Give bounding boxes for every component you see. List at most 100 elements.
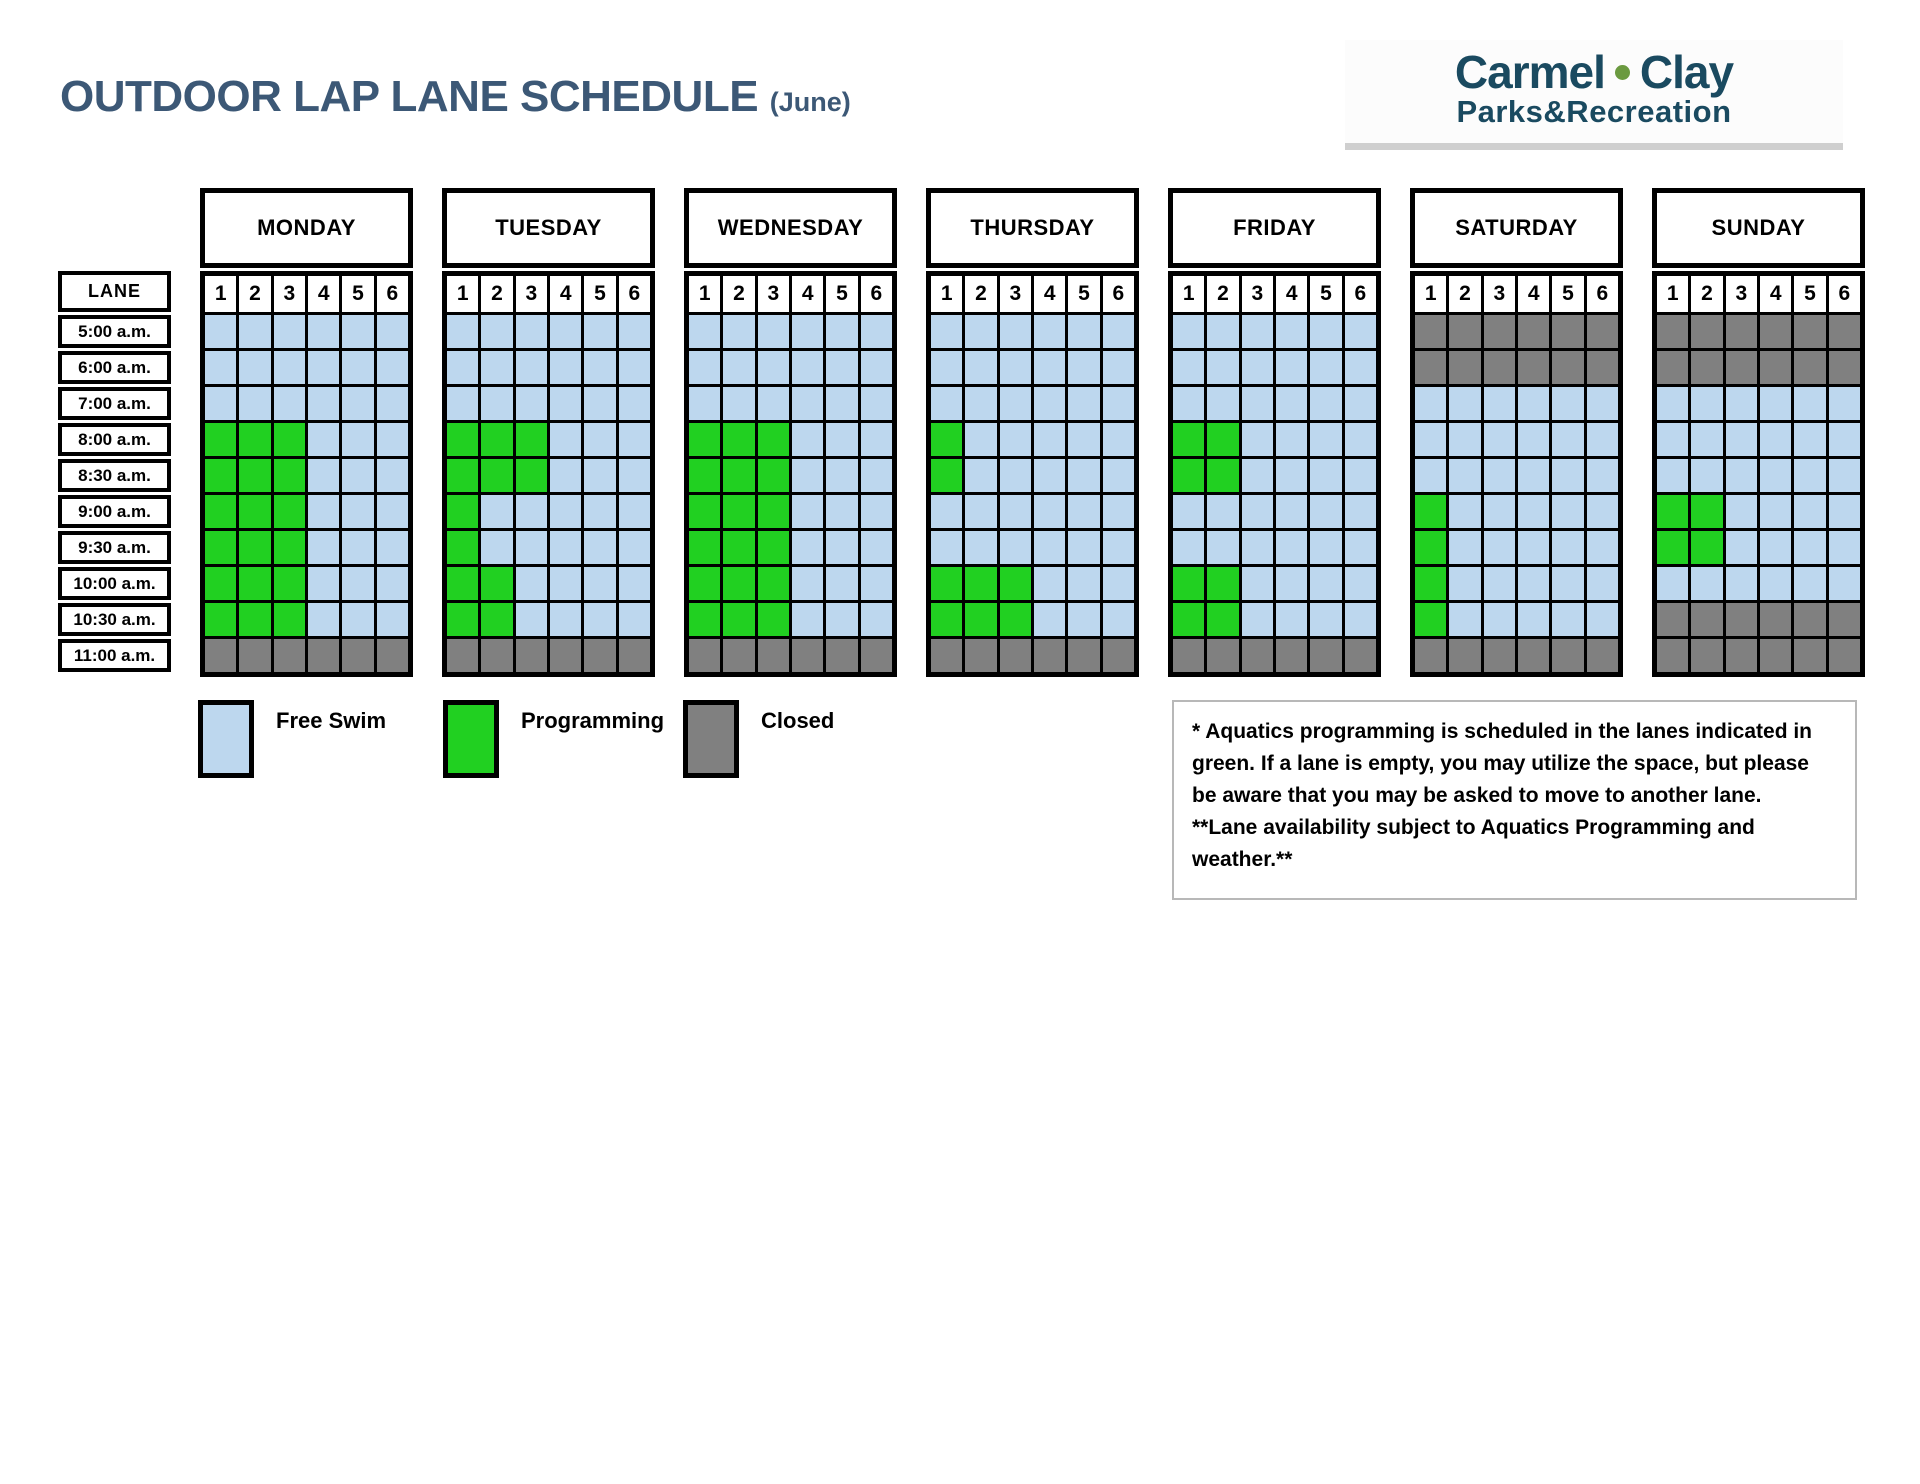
schedule-cell	[1102, 459, 1134, 492]
schedule-cell	[481, 639, 513, 672]
schedule-cell	[376, 387, 408, 420]
lane-number-2: 2	[239, 276, 271, 312]
schedule-cell	[1794, 387, 1826, 420]
schedule-cell	[999, 567, 1031, 600]
schedule-cell	[618, 603, 650, 636]
schedule-cell	[308, 639, 340, 672]
schedule-cell	[860, 459, 892, 492]
schedule-cell	[1068, 495, 1100, 528]
schedule-cell	[689, 531, 721, 564]
schedule-cell	[1794, 603, 1826, 636]
schedule-cell	[618, 351, 650, 384]
schedule-cell	[965, 351, 997, 384]
schedule-cell	[618, 387, 650, 420]
schedule-cell	[550, 351, 582, 384]
schedule-cell	[1207, 423, 1239, 456]
schedule-cell	[584, 351, 616, 384]
lane-number-4: 4	[1518, 276, 1550, 312]
lane-number-5: 5	[826, 276, 858, 312]
schedule-cell	[1241, 639, 1273, 672]
schedule-cell	[1518, 351, 1550, 384]
schedule-cell	[1034, 567, 1066, 600]
schedule-cell	[1241, 495, 1273, 528]
schedule-cell	[447, 495, 479, 528]
schedule-cell	[515, 387, 547, 420]
schedule-cell	[1241, 387, 1273, 420]
legend-item-closed: Closed	[683, 700, 834, 778]
schedule-cell	[308, 531, 340, 564]
lane-number-3: 3	[999, 276, 1031, 312]
schedule-cell	[689, 639, 721, 672]
legend-swatch-C	[683, 700, 739, 778]
schedule-cell	[550, 567, 582, 600]
schedule-cell	[1691, 567, 1723, 600]
schedule-cell	[1068, 387, 1100, 420]
schedule-cell	[1794, 531, 1826, 564]
schedule-cell	[308, 351, 340, 384]
schedule-cell	[1483, 315, 1515, 348]
schedule-cell	[1449, 459, 1481, 492]
schedule-cell	[999, 603, 1031, 636]
schedule-cell	[1518, 603, 1550, 636]
schedule-cell	[1207, 387, 1239, 420]
schedule-cell	[1760, 351, 1792, 384]
schedule-cell	[481, 315, 513, 348]
time-label-8: 10:30 a.m.	[58, 603, 171, 636]
schedule-cell	[1725, 639, 1757, 672]
schedule-cell	[1552, 567, 1584, 600]
schedule-cell	[1586, 351, 1618, 384]
schedule-cell	[239, 495, 271, 528]
schedule-cell	[376, 567, 408, 600]
schedule-cell	[1483, 603, 1515, 636]
schedule-cell	[757, 387, 789, 420]
schedule-cell	[1034, 531, 1066, 564]
schedule-cell	[931, 459, 963, 492]
schedule-cell	[447, 603, 479, 636]
schedule-cell	[205, 351, 237, 384]
schedule-cell	[1691, 315, 1723, 348]
schedule-cell	[1068, 423, 1100, 456]
schedule-cell	[1691, 495, 1723, 528]
schedule-cell	[273, 315, 305, 348]
schedule-cell	[1241, 351, 1273, 384]
schedule-cell	[1310, 387, 1342, 420]
schedule-cell	[515, 603, 547, 636]
schedule-cell	[792, 459, 824, 492]
schedule-cell	[1760, 495, 1792, 528]
lane-number-6: 6	[376, 276, 408, 312]
schedule-cell	[1760, 567, 1792, 600]
note-line-1: * Aquatics programming is scheduled in t…	[1192, 720, 1813, 807]
schedule-cell	[931, 387, 963, 420]
schedule-cell	[1102, 639, 1134, 672]
schedule-cell	[618, 531, 650, 564]
schedule-cell	[239, 423, 271, 456]
schedule-cell	[584, 639, 616, 672]
schedule-cell	[1794, 351, 1826, 384]
schedule-cell	[1310, 495, 1342, 528]
schedule-cell	[550, 315, 582, 348]
schedule-cell	[999, 531, 1031, 564]
schedule-cell	[308, 387, 340, 420]
schedule-cell	[1034, 387, 1066, 420]
schedule-cell	[1691, 531, 1723, 564]
schedule-cell	[1310, 459, 1342, 492]
schedule-cell	[1276, 495, 1308, 528]
time-label-9: 11:00 a.m.	[58, 639, 171, 672]
day-header-wednesday: WEDNESDAY	[684, 188, 897, 268]
time-label-4: 8:30 a.m.	[58, 459, 171, 492]
lane-number-1: 1	[689, 276, 721, 312]
lane-number-5: 5	[1552, 276, 1584, 312]
schedule-cell	[205, 459, 237, 492]
schedule-cell	[342, 639, 374, 672]
lane-number-3: 3	[1483, 276, 1515, 312]
schedule-cell	[1828, 351, 1860, 384]
logo-word-carmel: Carmel	[1454, 46, 1606, 98]
schedule-cell	[965, 639, 997, 672]
schedule-cell	[792, 603, 824, 636]
schedule-cell	[1483, 459, 1515, 492]
schedule-cell	[792, 531, 824, 564]
time-label-7: 10:00 a.m.	[58, 567, 171, 600]
